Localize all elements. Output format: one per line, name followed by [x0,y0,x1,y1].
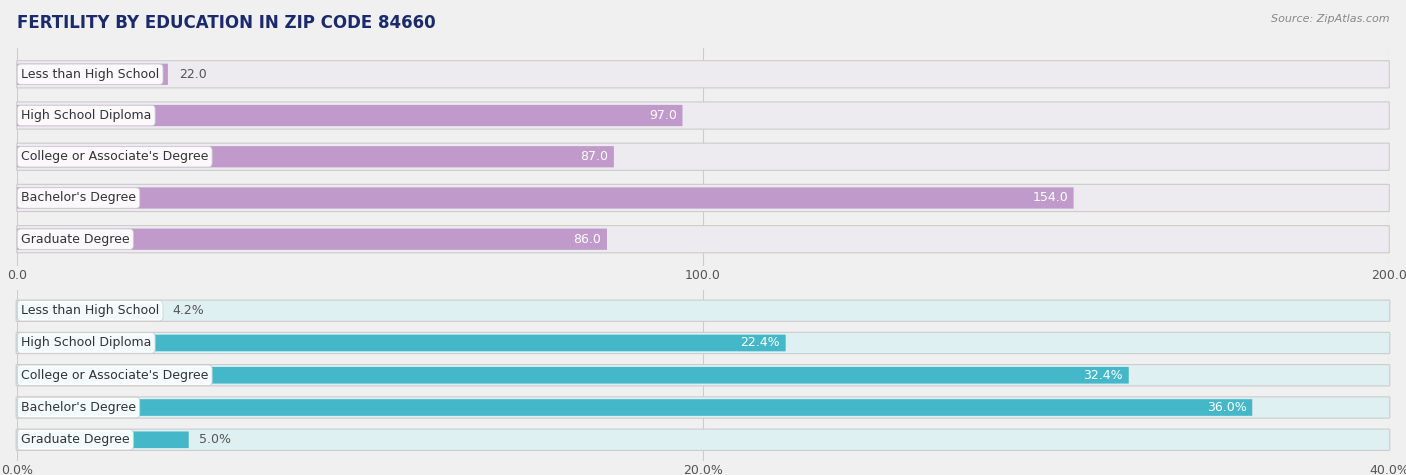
FancyBboxPatch shape [17,61,1389,88]
Text: 86.0: 86.0 [574,233,602,246]
FancyBboxPatch shape [17,300,1389,322]
Text: College or Associate's Degree: College or Associate's Degree [21,369,208,382]
FancyBboxPatch shape [17,105,682,126]
FancyBboxPatch shape [17,399,1253,416]
Text: Bachelor's Degree: Bachelor's Degree [21,191,136,204]
FancyBboxPatch shape [17,431,188,448]
Text: High School Diploma: High School Diploma [21,336,152,350]
Text: Source: ZipAtlas.com: Source: ZipAtlas.com [1271,14,1389,24]
FancyBboxPatch shape [17,64,167,85]
Text: High School Diploma: High School Diploma [21,109,152,122]
FancyBboxPatch shape [17,303,162,319]
FancyBboxPatch shape [17,187,1074,209]
FancyBboxPatch shape [17,226,1389,253]
FancyBboxPatch shape [17,335,786,352]
FancyBboxPatch shape [17,146,614,167]
Text: 154.0: 154.0 [1032,191,1069,204]
FancyBboxPatch shape [17,365,1389,386]
Text: College or Associate's Degree: College or Associate's Degree [21,150,208,163]
FancyBboxPatch shape [17,367,1129,384]
FancyBboxPatch shape [17,143,1389,171]
FancyBboxPatch shape [17,332,1389,353]
Text: FERTILITY BY EDUCATION IN ZIP CODE 84660: FERTILITY BY EDUCATION IN ZIP CODE 84660 [17,14,436,32]
Text: 97.0: 97.0 [650,109,676,122]
Text: Less than High School: Less than High School [21,68,159,81]
Text: Graduate Degree: Graduate Degree [21,233,129,246]
Text: Bachelor's Degree: Bachelor's Degree [21,401,136,414]
Text: 22.4%: 22.4% [740,336,780,350]
FancyBboxPatch shape [17,228,607,250]
Text: Less than High School: Less than High School [21,304,159,317]
Text: 87.0: 87.0 [581,150,609,163]
Text: 22.0: 22.0 [179,68,207,81]
FancyBboxPatch shape [17,397,1389,418]
Text: Graduate Degree: Graduate Degree [21,433,129,446]
Text: 5.0%: 5.0% [200,433,232,446]
FancyBboxPatch shape [17,102,1389,129]
FancyBboxPatch shape [17,184,1389,211]
Text: 4.2%: 4.2% [172,304,204,317]
Text: 32.4%: 32.4% [1083,369,1123,382]
Text: 36.0%: 36.0% [1206,401,1246,414]
FancyBboxPatch shape [17,429,1389,450]
